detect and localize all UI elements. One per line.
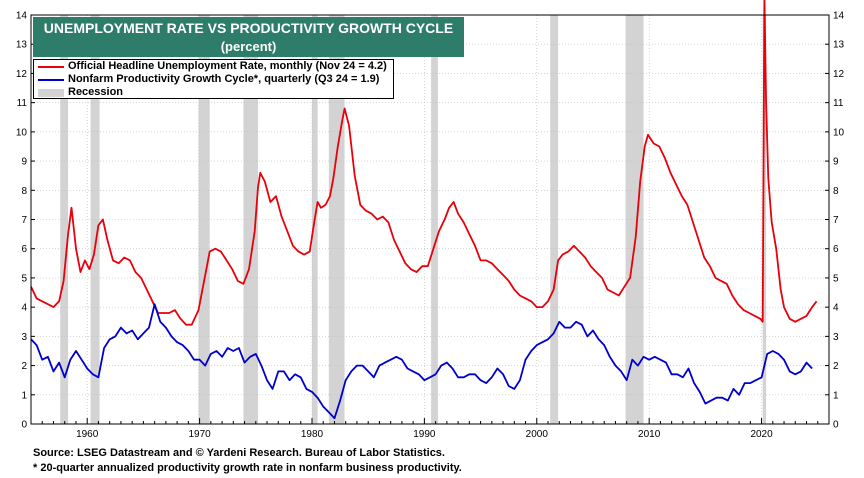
ytick-label-left-13: 13: [16, 40, 28, 51]
ytick-label-left-8: 8: [21, 186, 27, 197]
recession-band-2: [198, 15, 210, 424]
ytick-label-left-0: 0: [21, 420, 27, 431]
legend: Official Headline Unemployment Rate, mon…: [33, 59, 394, 99]
ytick-label-right-5: 5: [833, 273, 839, 284]
ytick-label-right-0: 0: [833, 420, 839, 431]
ytick-label-right-8: 8: [833, 186, 839, 197]
grid-lines: [31, 15, 829, 424]
recession-band-9: [762, 15, 767, 424]
xtick-label-1980: 1980: [301, 429, 324, 440]
legend-label-recession: Recession: [68, 86, 124, 98]
recession-band-5: [328, 15, 345, 424]
ytick-label-right-11: 11: [833, 98, 844, 109]
ytick-label-left-4: 4: [21, 303, 27, 314]
ytick-label-left-12: 12: [16, 69, 28, 80]
chart-subtitle: (percent): [220, 39, 277, 54]
unemployment-rate-line: [30, 0, 818, 326]
ytick-label-left-11: 11: [17, 98, 28, 109]
ytick-label-right-2: 2: [833, 361, 839, 372]
xtick-label-1990: 1990: [413, 429, 436, 440]
ytick-label-right-14: 14: [833, 11, 845, 22]
legend-label-productivity: Nonfarm Productivity Growth Cycle*, quar…: [68, 73, 380, 85]
recession-band-7: [550, 15, 559, 424]
ytick-label-left-10: 10: [16, 127, 28, 138]
recession-band-1: [90, 15, 100, 424]
ytick-label-right-7: 7: [833, 215, 839, 226]
ytick-label-right-12: 12: [833, 69, 845, 80]
ytick-label-left-6: 6: [21, 244, 27, 255]
chart-title-box: UNEMPLOYMENT RATE VS PRODUCTIVITY GROWTH…: [33, 17, 464, 57]
ytick-label-left-3: 3: [21, 332, 27, 343]
ytick-label-left-9: 9: [21, 157, 27, 168]
source-note: Source: LSEG Datastream and © Yardeni Re…: [33, 447, 445, 459]
chart-title: UNEMPLOYMENT RATE VS PRODUCTIVITY GROWTH…: [43, 20, 454, 36]
footnote: * 20-quarter annualized productivity gro…: [33, 462, 462, 474]
xtick-label-2000: 2000: [526, 429, 549, 440]
legend-item-unemployment: Official Headline Unemployment Rate, mon…: [34, 60, 393, 73]
legend-swatch-unemployment: [38, 66, 64, 68]
ytick-label-right-10: 10: [833, 127, 845, 138]
ytick-label-left-1: 1: [21, 390, 27, 401]
ytick-label-left-14: 14: [16, 11, 28, 22]
ytick-label-left-2: 2: [21, 361, 27, 372]
legend-label-unemployment: Official Headline Unemployment Rate, mon…: [68, 60, 387, 72]
ytick-label-right-6: 6: [833, 244, 839, 255]
xtick-label-1970: 1970: [188, 429, 211, 440]
ytick-label-right-1: 1: [833, 390, 839, 401]
ytick-label-right-3: 3: [833, 332, 839, 343]
ytick-label-left-5: 5: [21, 273, 27, 284]
productivity-growth-line: [30, 303, 813, 420]
ytick-label-right-13: 13: [833, 40, 845, 51]
recession-band-6: [431, 15, 438, 424]
ytick-label-right-4: 4: [833, 303, 839, 314]
legend-item-productivity: Nonfarm Productivity Growth Cycle*, quar…: [34, 73, 393, 86]
series-lines: [30, 0, 818, 420]
legend-swatch-productivity: [38, 79, 64, 81]
xtick-label-2010: 2010: [638, 429, 661, 440]
ytick-label-right-9: 9: [833, 157, 839, 168]
legend-item-recession: Recession: [34, 86, 393, 99]
legend-swatch-recession: [38, 89, 64, 97]
ytick-label-left-7: 7: [21, 215, 27, 226]
xtick-label-2020: 2020: [750, 429, 773, 440]
xtick-label-1960: 1960: [76, 429, 99, 440]
